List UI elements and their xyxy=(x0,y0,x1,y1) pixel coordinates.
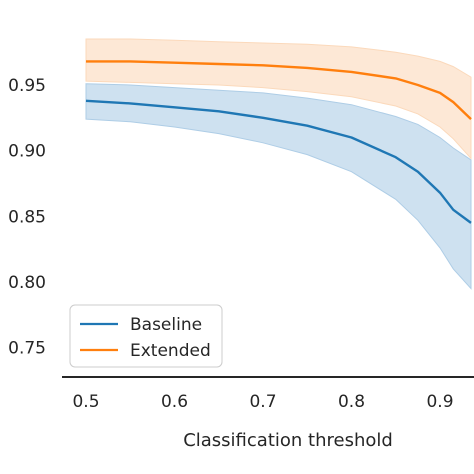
band-baseline xyxy=(85,83,472,290)
legend-label-baseline: Baseline xyxy=(130,315,202,335)
legend-label-extended: Extended xyxy=(130,341,211,361)
line-baseline xyxy=(85,99,472,224)
legend: Baseline Extended xyxy=(69,304,223,368)
band-extended xyxy=(85,38,472,160)
series-lines xyxy=(85,60,472,224)
y-tick-label: 0.85 xyxy=(8,207,46,227)
x-tick-label: 0.6 xyxy=(161,392,188,412)
x-axis-label: Classification threshold xyxy=(183,430,393,451)
confidence-bands xyxy=(85,38,472,290)
y-tick-label: 0.80 xyxy=(8,273,46,293)
y-tick-label: 0.95 xyxy=(8,76,46,96)
x-tick-label: 0.7 xyxy=(249,392,276,412)
y-tick-label: 0.90 xyxy=(8,142,46,162)
line-extended xyxy=(86,60,472,120)
x-axis-ticks: 0.5 0.6 0.7 0.8 0.9 xyxy=(72,392,453,412)
x-tick-label: 0.5 xyxy=(72,392,99,412)
legend-box xyxy=(69,304,223,368)
x-tick-label: 0.8 xyxy=(338,392,365,412)
y-tick-label: 0.75 xyxy=(8,339,46,359)
x-tick-label: 0.9 xyxy=(426,392,453,412)
y-axis-ticks: 0.75 0.80 0.85 0.90 0.95 xyxy=(8,76,46,359)
